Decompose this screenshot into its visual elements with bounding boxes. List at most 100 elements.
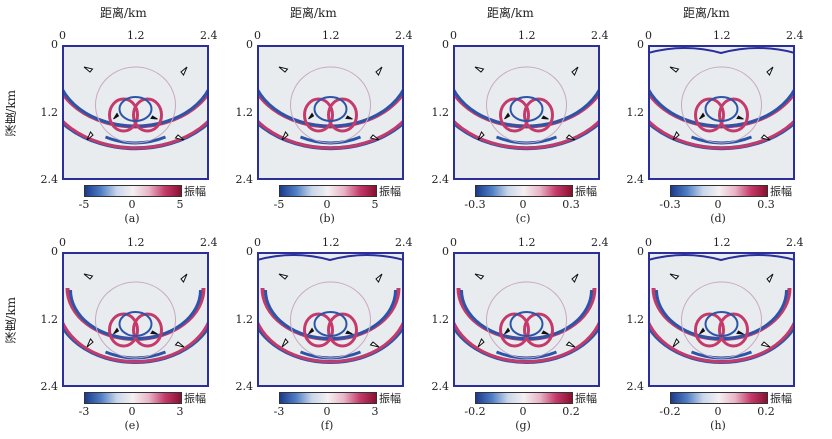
x-axis-title-1: 距离/km xyxy=(100,6,147,20)
panel-caption: (b) xyxy=(319,212,335,225)
colorbar-tick: 0 xyxy=(714,198,722,211)
colorbar-tick: 0.2 xyxy=(562,405,580,418)
x-tick-label: 1.2 xyxy=(518,236,536,249)
y-axis-title-bottom: 深度/km xyxy=(4,297,18,344)
colorbar xyxy=(84,392,182,404)
y-tick-label: 1.2 xyxy=(431,106,450,119)
y-tick-label: 0 xyxy=(442,38,449,51)
x-tick-label: 2.4 xyxy=(591,236,609,249)
colorbar-tick: -5 xyxy=(78,198,90,211)
colorbar-label: 振幅 xyxy=(379,392,401,405)
x-tick-label: 0 xyxy=(450,236,457,249)
x-tick-label: 2.4 xyxy=(786,29,804,42)
x-axis-title-3: 距离/km xyxy=(487,6,534,20)
colorbar-label: 振幅 xyxy=(770,185,792,198)
colorbar-label: 振幅 xyxy=(575,185,597,198)
colorbar-tick: 0 xyxy=(323,405,331,418)
x-tick-label: 2.4 xyxy=(200,29,218,42)
colorbar xyxy=(279,185,377,197)
x-tick-label: 2.4 xyxy=(786,236,804,249)
x-tick-label: 2.4 xyxy=(395,236,413,249)
colorbar-tick: 0.2 xyxy=(757,405,775,418)
y-tick-label: 0 xyxy=(246,245,253,258)
colorbar-tick: -0.3 xyxy=(659,198,681,211)
y-tick-label: 1.2 xyxy=(626,106,645,119)
colorbar-tick: 0.3 xyxy=(757,198,775,211)
y-tick-label: 0 xyxy=(246,38,253,51)
y-tick-label: 0 xyxy=(637,245,644,258)
x-axis-title-4: 距离/km xyxy=(683,6,730,20)
wavefield-panel xyxy=(453,252,600,387)
colorbar-tick: -0.2 xyxy=(464,405,486,418)
colorbar-tick: 0.3 xyxy=(562,198,580,211)
panel-caption: (f) xyxy=(320,419,334,432)
panel-caption: (d) xyxy=(710,212,726,225)
colorbar-tick: -5 xyxy=(273,198,285,211)
y-tick-label: 0 xyxy=(442,245,449,258)
x-tick-label: 0 xyxy=(254,236,261,249)
colorbar-tick: 0 xyxy=(128,405,136,418)
y-tick-label: 0 xyxy=(51,38,58,51)
x-tick-label: 1.2 xyxy=(322,236,340,249)
colorbar-tick: -3 xyxy=(78,405,90,418)
colorbar xyxy=(279,392,377,404)
colorbar xyxy=(670,185,768,197)
y-tick-label: 1.2 xyxy=(40,106,59,119)
y-tick-label: 1.2 xyxy=(235,313,254,326)
wavefield-panel xyxy=(648,252,795,387)
panel-caption: (c) xyxy=(515,212,531,225)
x-tick-label: 0 xyxy=(450,29,457,42)
colorbar-tick: 5 xyxy=(371,198,379,211)
x-tick-label: 0 xyxy=(59,236,66,249)
y-tick-label: 2.4 xyxy=(626,173,645,186)
y-tick-label: 2.4 xyxy=(431,173,450,186)
colorbar-tick: 0 xyxy=(323,198,331,211)
y-tick-label: 0 xyxy=(51,245,58,258)
x-tick-label: 1.2 xyxy=(322,29,340,42)
y-tick-label: 2.4 xyxy=(40,173,59,186)
panel-caption: (h) xyxy=(710,419,726,432)
colorbar-tick: -0.2 xyxy=(659,405,681,418)
colorbar-label: 振幅 xyxy=(184,392,206,405)
x-tick-label: 0 xyxy=(59,29,66,42)
y-axis-title-top: 深度/km xyxy=(4,90,18,137)
x-tick-label: 1.2 xyxy=(713,29,731,42)
colorbar-label: 振幅 xyxy=(770,392,792,405)
x-axis-title-2: 距离/km xyxy=(290,6,337,20)
colorbar-label: 振幅 xyxy=(184,185,206,198)
x-tick-label: 0 xyxy=(645,236,652,249)
panel-caption: (a) xyxy=(124,212,140,225)
x-tick-label: 1.2 xyxy=(127,236,145,249)
x-tick-label: 1.2 xyxy=(713,236,731,249)
panel-caption: (e) xyxy=(124,419,140,432)
colorbar xyxy=(670,392,768,404)
wavefield-panel xyxy=(62,45,209,180)
y-tick-label: 1.2 xyxy=(626,313,645,326)
colorbar-tick: -0.3 xyxy=(464,198,486,211)
x-tick-label: 1.2 xyxy=(127,29,145,42)
colorbar-tick: 0 xyxy=(519,198,527,211)
colorbar-label: 振幅 xyxy=(575,392,597,405)
x-tick-label: 2.4 xyxy=(395,29,413,42)
colorbar xyxy=(84,185,182,197)
y-tick-label: 0 xyxy=(637,38,644,51)
wavefield-panel xyxy=(257,45,404,180)
y-tick-label: 2.4 xyxy=(431,380,450,393)
y-tick-label: 2.4 xyxy=(626,380,645,393)
wavefield-panel xyxy=(453,45,600,180)
x-tick-label: 2.4 xyxy=(591,29,609,42)
y-tick-label: 2.4 xyxy=(235,380,254,393)
x-tick-label: 0 xyxy=(645,29,652,42)
colorbar-tick: 3 xyxy=(176,405,184,418)
x-tick-label: 1.2 xyxy=(518,29,536,42)
colorbar xyxy=(475,185,573,197)
colorbar-label: 振幅 xyxy=(379,185,401,198)
y-tick-label: 2.4 xyxy=(235,173,254,186)
y-tick-label: 2.4 xyxy=(40,380,59,393)
x-tick-label: 0 xyxy=(254,29,261,42)
panel-caption: (g) xyxy=(515,419,531,432)
colorbar-tick: 0 xyxy=(519,405,527,418)
wavefield-panel xyxy=(648,45,795,180)
colorbar-tick: 5 xyxy=(176,198,184,211)
y-tick-label: 1.2 xyxy=(235,106,254,119)
